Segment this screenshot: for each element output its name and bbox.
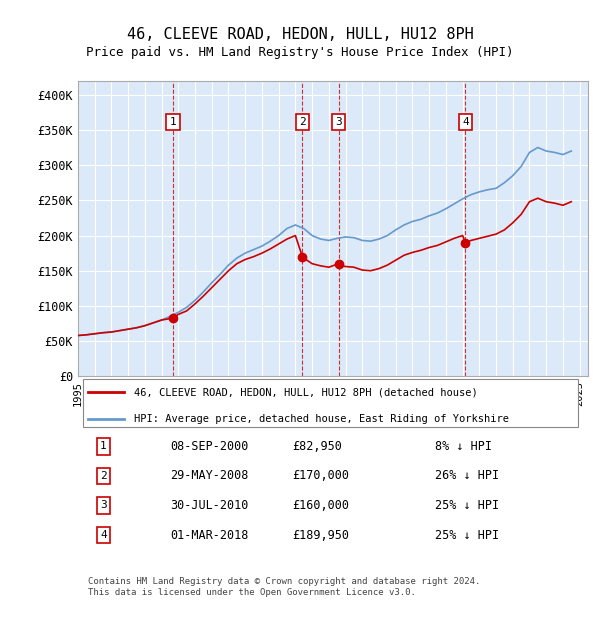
Text: 46, CLEEVE ROAD, HEDON, HULL, HU12 8PH: 46, CLEEVE ROAD, HEDON, HULL, HU12 8PH xyxy=(127,27,473,42)
Text: Price paid vs. HM Land Registry's House Price Index (HPI): Price paid vs. HM Land Registry's House … xyxy=(86,46,514,59)
Text: 1: 1 xyxy=(100,441,107,451)
Text: Contains HM Land Registry data © Crown copyright and database right 2024.
This d: Contains HM Land Registry data © Crown c… xyxy=(88,577,481,597)
Text: 29-MAY-2008: 29-MAY-2008 xyxy=(170,469,248,482)
Text: 01-MAR-2018: 01-MAR-2018 xyxy=(170,528,248,541)
Text: 3: 3 xyxy=(100,500,107,510)
FancyBboxPatch shape xyxy=(83,379,578,427)
Text: £82,950: £82,950 xyxy=(292,440,342,453)
Text: 08-SEP-2000: 08-SEP-2000 xyxy=(170,440,248,453)
Text: HPI: Average price, detached house, East Riding of Yorkshire: HPI: Average price, detached house, East… xyxy=(134,414,509,424)
Text: 1: 1 xyxy=(170,117,176,127)
Text: £189,950: £189,950 xyxy=(292,528,349,541)
Text: 46, CLEEVE ROAD, HEDON, HULL, HU12 8PH (detached house): 46, CLEEVE ROAD, HEDON, HULL, HU12 8PH (… xyxy=(134,388,478,397)
Text: 25% ↓ HPI: 25% ↓ HPI xyxy=(435,499,499,512)
Text: 2: 2 xyxy=(100,471,107,481)
Text: 26% ↓ HPI: 26% ↓ HPI xyxy=(435,469,499,482)
Text: 2: 2 xyxy=(299,117,306,127)
Text: 30-JUL-2010: 30-JUL-2010 xyxy=(170,499,248,512)
Text: 8% ↓ HPI: 8% ↓ HPI xyxy=(435,440,492,453)
Text: 3: 3 xyxy=(335,117,342,127)
Text: £170,000: £170,000 xyxy=(292,469,349,482)
Text: 4: 4 xyxy=(100,530,107,540)
Text: 25% ↓ HPI: 25% ↓ HPI xyxy=(435,528,499,541)
Text: £160,000: £160,000 xyxy=(292,499,349,512)
Text: 4: 4 xyxy=(462,117,469,127)
